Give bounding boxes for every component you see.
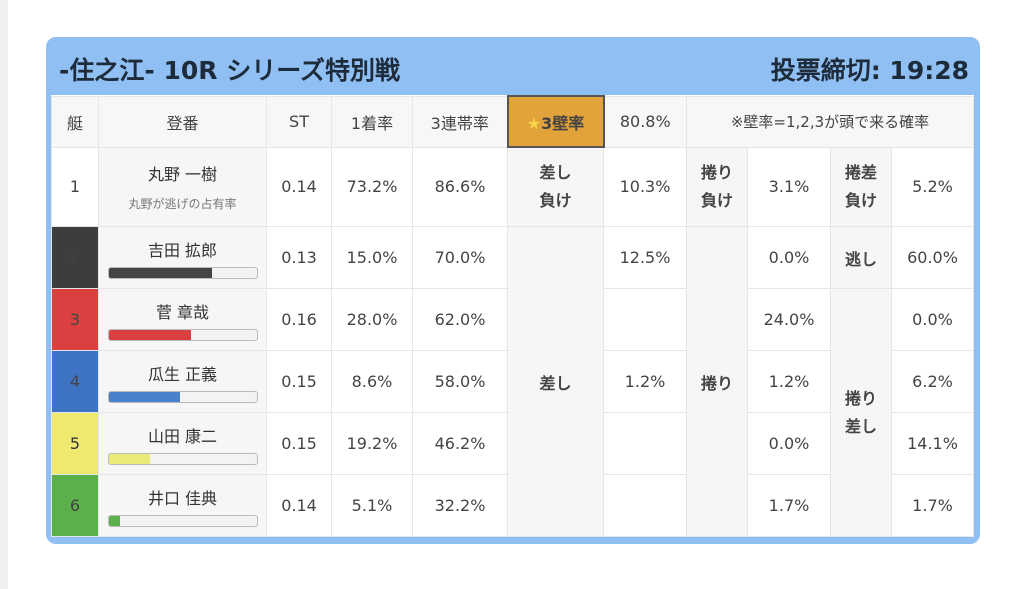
rate1-value: 19.2% — [331, 412, 413, 475]
table-row: 1 丸野 一樹 丸野が逃げの占有率 0.14 73.2% 86.6% 差し 負け… — [51, 146, 974, 227]
racer-name: 山田 康二 — [147, 426, 218, 446]
lane-6: 6 — [51, 474, 99, 537]
racer-cell: 山田 康二 — [98, 412, 267, 475]
makurisashi-value: 0.0% — [891, 288, 974, 351]
table-row: 3 菅 章哉 0.16 28.0% 62.0% 24.0% 捲り 差し 0.0% — [51, 288, 974, 537]
nige-value: 60.0% — [891, 226, 974, 289]
stats-table: 艇 登番 ST 1着率 3連帯率 ★3壁率 80.8% ※壁率=1,2,3が頭で… — [51, 95, 974, 537]
sashi-value: 12.5% — [603, 226, 687, 289]
nige-label: 逃し — [830, 226, 892, 289]
table-row: 4 瓜生 正義 0.15 8.6% 58.0% 1.2% 1.2% 6.2% — [51, 350, 974, 413]
makuri-value: 1.7% — [747, 474, 831, 537]
rate3-value: 46.2% — [412, 412, 508, 475]
rate-bar — [107, 266, 258, 279]
lane-3: 3 — [51, 288, 99, 351]
lane-5: 5 — [51, 412, 99, 475]
st-value: 0.16 — [266, 288, 332, 351]
st-value: 0.14 — [266, 474, 332, 537]
col-wall-rate[interactable]: ★3壁率 — [506, 95, 605, 148]
racer-cell: 吉田 拡郎 — [98, 226, 267, 289]
racer-name: 瓜生 正義 — [147, 364, 218, 384]
racer-name: 丸野 一樹 — [147, 165, 218, 185]
makurisashi-value: 14.1% — [891, 412, 974, 475]
rate-bar — [107, 452, 258, 465]
rate3-value: 58.0% — [412, 350, 508, 413]
rate-bar-fill — [108, 329, 192, 340]
racer-cell: 瓜生 正義 — [98, 350, 267, 413]
makurisashi-value: 1.7% — [891, 474, 974, 537]
vote-deadline: 投票締切: 19:28 — [770, 55, 969, 85]
rate-bar-fill — [108, 267, 213, 278]
st-value: 0.13 — [266, 226, 332, 289]
col-lane: 艇 — [51, 95, 99, 148]
rate-bar — [107, 390, 258, 403]
race-header: -住之江- 10R シリーズ特別戦 投票締切: 19:28 — [49, 40, 977, 97]
rate3-value: 32.2% — [412, 474, 508, 537]
page-margin — [0, 0, 8, 589]
header-row: 艇 登番 ST 1着率 3連帯率 ★3壁率 80.8% ※壁率=1,2,3が頭で… — [51, 95, 974, 148]
sashi-make-value: 10.3% — [603, 146, 687, 227]
wall-rate-value: 80.8% — [603, 95, 687, 148]
makuri-label: 捲り — [686, 226, 748, 537]
sashi-value — [603, 474, 687, 537]
makurisashi-label: 捲り 差し — [830, 288, 892, 537]
racer-subtitle: 丸野が逃げの占有率 — [128, 197, 237, 212]
col-rate1: 1着率 — [331, 95, 413, 148]
rate-bar — [107, 514, 258, 527]
racer-name: 井口 佳典 — [147, 488, 218, 508]
makuri-make-label: 捲り 負け — [686, 146, 748, 227]
racer-cell: 井口 佳典 — [98, 474, 267, 537]
race-card: -住之江- 10R シリーズ特別戦 投票締切: 19:28 艇 登番 ST 1着… — [46, 37, 980, 544]
star-icon: ★ — [526, 113, 542, 133]
rate3-value: 86.6% — [412, 146, 508, 227]
makuri-value: 24.0% — [747, 288, 831, 351]
sashi-label: 差し — [507, 226, 604, 537]
rate3-value: 70.0% — [412, 226, 508, 289]
sashi-make-label: 差し 負け — [507, 146, 604, 227]
rate-bar-fill — [108, 453, 150, 464]
rate1-value: 15.0% — [331, 226, 413, 289]
col-reg: 登番 — [98, 95, 267, 148]
makurisashi-make-label: 捲差 負け — [830, 146, 892, 227]
st-value: 0.15 — [266, 412, 332, 475]
rate1-value: 5.1% — [331, 474, 413, 537]
col-st: ST — [266, 95, 332, 148]
rate-bar — [107, 328, 258, 341]
table-row: 2 吉田 拡郎 0.13 15.0% 70.0% 差し 12.5% 捲り 0.0… — [51, 226, 974, 537]
col-rate3: 3連帯率 — [412, 95, 508, 148]
racer-name: 吉田 拡郎 — [147, 240, 218, 260]
rate-bar-fill — [108, 515, 121, 526]
sashi-value: 1.2% — [603, 350, 687, 413]
rate3-value: 62.0% — [412, 288, 508, 351]
st-value: 0.14 — [266, 146, 332, 227]
lane-2: 2 — [51, 226, 99, 289]
st-value: 0.15 — [266, 350, 332, 413]
makuri-value: 1.2% — [747, 350, 831, 413]
makuri-make-value: 3.1% — [747, 146, 831, 227]
table-row: 5 山田 康二 0.15 19.2% 46.2% 0.0% 14.1% — [51, 412, 974, 475]
makuri-value: 0.0% — [747, 412, 831, 475]
racer-cell: 菅 章哉 — [98, 288, 267, 351]
sashi-value — [603, 412, 687, 475]
lane-4: 4 — [51, 350, 99, 413]
rate1-value: 8.6% — [331, 350, 413, 413]
table-row: 6 井口 佳典 0.14 5.1% 32.2% 1.7% 1.7% — [51, 474, 974, 537]
racer-cell: 丸野 一樹 丸野が逃げの占有率 — [98, 146, 267, 227]
makurisashi-make-value: 5.2% — [891, 146, 974, 227]
rate1-value: 73.2% — [331, 146, 413, 227]
makuri-value: 0.0% — [747, 226, 831, 289]
rate1-value: 28.0% — [331, 288, 413, 351]
wall-note: ※壁率=1,2,3が頭で来る確率 — [686, 95, 974, 148]
sashi-value — [603, 288, 687, 351]
rate-bar-fill — [108, 391, 180, 402]
makurisashi-value: 6.2% — [891, 350, 974, 413]
race-title: -住之江- 10R シリーズ特別戦 — [59, 55, 400, 85]
racer-name: 菅 章哉 — [155, 302, 210, 322]
lane-1: 1 — [51, 146, 99, 227]
